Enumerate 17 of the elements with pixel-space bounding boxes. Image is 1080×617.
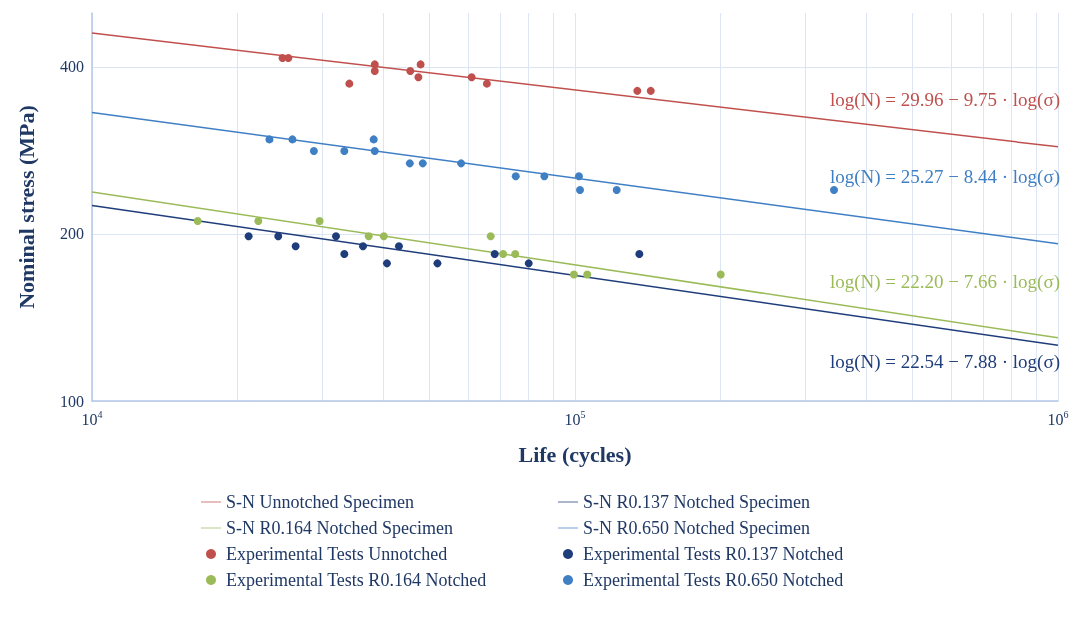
y-tick-label: 100 bbox=[60, 392, 84, 410]
legend-label: S-N R0.650 Notched Specimen bbox=[583, 518, 810, 538]
annotation: log(N) = 25.27 − 8.44 · log(σ) bbox=[829, 166, 1061, 188]
legend-label: Experimental Tests R0.137 Notched bbox=[583, 544, 844, 564]
annotation: log(N) = 29.96 − 9.75 · log(σ) bbox=[829, 89, 1061, 111]
annotation: log(N) = 22.20 − 7.66 · log(σ) bbox=[829, 271, 1061, 293]
legend-label: S-N R0.137 Notched Specimen bbox=[583, 492, 810, 512]
y-tick-label: 400 bbox=[60, 58, 84, 76]
y-axis-title: Nominal stress (MPa) bbox=[13, 105, 39, 309]
y-tick-label: 200 bbox=[60, 225, 84, 243]
annotation: log(N) = 22.54 − 7.88 · log(σ) bbox=[829, 351, 1061, 373]
legend-label: Experimental Tests R0.164 Notched bbox=[226, 570, 487, 590]
x-axis-title: Life (cycles) bbox=[518, 441, 632, 467]
legend-label: Experimental Tests Unnotched bbox=[226, 544, 448, 564]
legend-label: Experimental Tests R0.650 Notched bbox=[583, 570, 844, 590]
legend-label: S-N Unnotched Specimen bbox=[226, 492, 414, 512]
legend-label: S-N R0.164 Notched Specimen bbox=[226, 518, 453, 538]
